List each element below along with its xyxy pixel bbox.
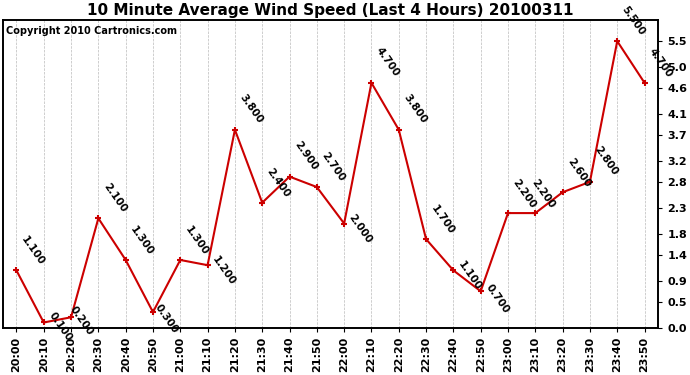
Text: 0.200: 0.200 bbox=[68, 305, 95, 338]
Text: 2.800: 2.800 bbox=[593, 145, 620, 178]
Text: 2.200: 2.200 bbox=[530, 177, 557, 210]
Text: 5.500: 5.500 bbox=[620, 4, 647, 37]
Text: 2.600: 2.600 bbox=[565, 156, 593, 189]
Text: Copyright 2010 Cartronics.com: Copyright 2010 Cartronics.com bbox=[6, 27, 177, 36]
Text: 4.700: 4.700 bbox=[374, 46, 402, 79]
Text: 0.700: 0.700 bbox=[484, 282, 511, 315]
Text: 2.100: 2.100 bbox=[101, 181, 128, 214]
Text: 2.200: 2.200 bbox=[511, 177, 538, 210]
Text: 1.300: 1.300 bbox=[128, 224, 155, 257]
Text: 1.200: 1.200 bbox=[210, 254, 237, 287]
Text: 2.400: 2.400 bbox=[265, 166, 292, 200]
Text: 1.300: 1.300 bbox=[183, 224, 210, 257]
Text: 0.100: 0.100 bbox=[46, 310, 74, 343]
Text: 1.700: 1.700 bbox=[428, 203, 456, 236]
Text: 3.800: 3.800 bbox=[402, 93, 428, 126]
Text: 2.900: 2.900 bbox=[293, 140, 319, 172]
Text: 1.100: 1.100 bbox=[456, 260, 483, 292]
Text: 1.100: 1.100 bbox=[19, 234, 46, 267]
Text: 2.000: 2.000 bbox=[347, 213, 374, 245]
Text: 2.700: 2.700 bbox=[319, 150, 347, 183]
Title: 10 Minute Average Wind Speed (Last 4 Hours) 20100311: 10 Minute Average Wind Speed (Last 4 Hou… bbox=[87, 3, 574, 18]
Text: 0.300: 0.300 bbox=[153, 302, 180, 335]
Text: 4.700: 4.700 bbox=[647, 46, 675, 80]
Text: 3.800: 3.800 bbox=[237, 93, 265, 126]
